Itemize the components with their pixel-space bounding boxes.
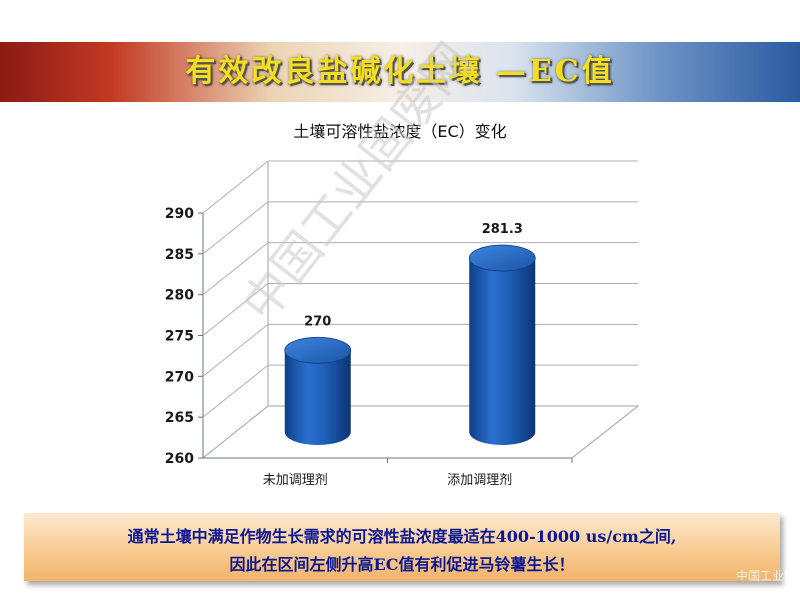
x-category-label: 未加调理剂 — [263, 473, 328, 488]
data-label: 281.3 — [482, 222, 523, 237]
chart-title: 土壤可溶性盐浓度（EC）变化 — [293, 122, 507, 141]
conclusion-line-2: 因此在区间左侧升高EC值有利促进马铃薯生长！ — [229, 555, 575, 574]
y-tick-label: 265 — [165, 410, 194, 426]
gridline-diagonal — [202, 160, 269, 214]
y-tick-label: 280 — [165, 288, 194, 304]
gridline-diagonal — [202, 242, 269, 296]
title-banner — [0, 42, 800, 102]
y-axis: 290 285 280 275 270 265 260 — [165, 206, 203, 467]
y-tick-label: 290 — [165, 206, 194, 222]
x-category-label: 添加调理剂 — [447, 473, 512, 488]
data-label: 270 — [304, 314, 331, 329]
y-tick-label: 270 — [165, 369, 194, 385]
gridline-diagonal — [202, 323, 269, 377]
floor — [201, 405, 640, 459]
bar-1: 270 — [284, 314, 352, 445]
bar-2: 281.3 — [468, 222, 536, 445]
corner-watermark: 中国工业固 — [735, 569, 796, 583]
bar-top — [468, 244, 536, 272]
gridline-diagonal — [202, 283, 269, 336]
y-tick-label: 275 — [165, 329, 194, 345]
bar-top — [284, 336, 352, 364]
conclusion-box: 通常土壤中满足作物生长需求的可溶性盐浓度最适在400-1000 us/cm之间,… — [24, 513, 780, 581]
gridline-diagonal — [202, 364, 269, 418]
bars: 270 281.3 — [284, 222, 536, 445]
slide-title: 有效改良盐碱化土壤 —EC值 — [185, 54, 615, 89]
bar-body — [284, 350, 351, 445]
conclusion-line-1: 通常土壤中满足作物生长需求的可溶性盐浓度最适在400-1000 us/cm之间, — [127, 527, 677, 546]
bar-body — [469, 258, 536, 445]
x-axis: 未加调理剂 添加调理剂 — [263, 458, 573, 488]
gridline-diagonal — [202, 201, 269, 255]
y-tick-label: 260 — [165, 451, 194, 467]
y-tick-label: 285 — [165, 247, 194, 263]
